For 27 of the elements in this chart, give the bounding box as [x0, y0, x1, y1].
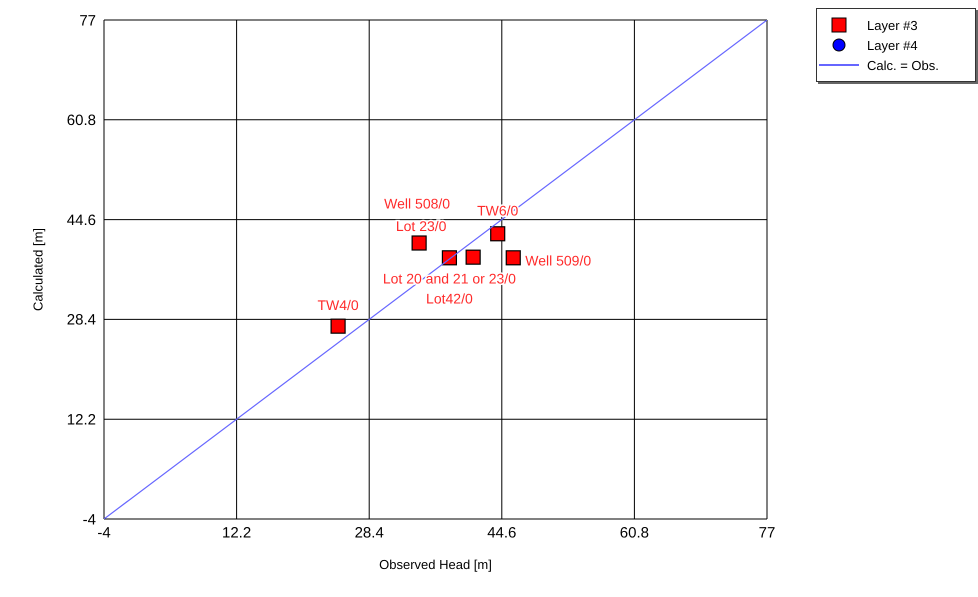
- x-tick-label: 44.6: [487, 524, 516, 542]
- y-tick-label: -4: [82, 511, 96, 528]
- x-tick-label: 77: [758, 524, 776, 542]
- annotation: Well 508/0: [384, 196, 450, 212]
- annotation: Lot 23/0: [396, 218, 447, 234]
- legend-label: Calc. = Obs.: [867, 58, 939, 72]
- annotation: Well 509/0: [525, 252, 592, 268]
- x-tick-label: -4: [97, 524, 111, 542]
- x-tick-label: 60.8: [620, 524, 649, 542]
- y-tick-label: 44.6: [66, 212, 96, 229]
- point: [330, 318, 346, 334]
- y-tick-label: 60.8: [66, 112, 96, 130]
- y-tick-label: 77: [79, 12, 96, 30]
- legend-label: Layer #3: [867, 18, 918, 32]
- annotation: Lot42/0: [426, 290, 473, 306]
- x-tick-label: 12.2: [222, 524, 252, 542]
- y-tick-label: 12.2: [66, 412, 96, 429]
- annotation: TW4/0: [317, 296, 359, 313]
- x-tick-label: 28.4: [354, 524, 384, 542]
- point: [506, 250, 521, 266]
- point: [466, 250, 481, 265]
- x-axis-title: Observed Head [m]: [379, 557, 492, 572]
- point: [490, 226, 506, 242]
- legend-label: Layer #4: [867, 38, 918, 52]
- y-tick-label: 28.4: [66, 312, 96, 329]
- point: [412, 235, 427, 251]
- y-axis-title: Calculated [m]: [30, 228, 46, 312]
